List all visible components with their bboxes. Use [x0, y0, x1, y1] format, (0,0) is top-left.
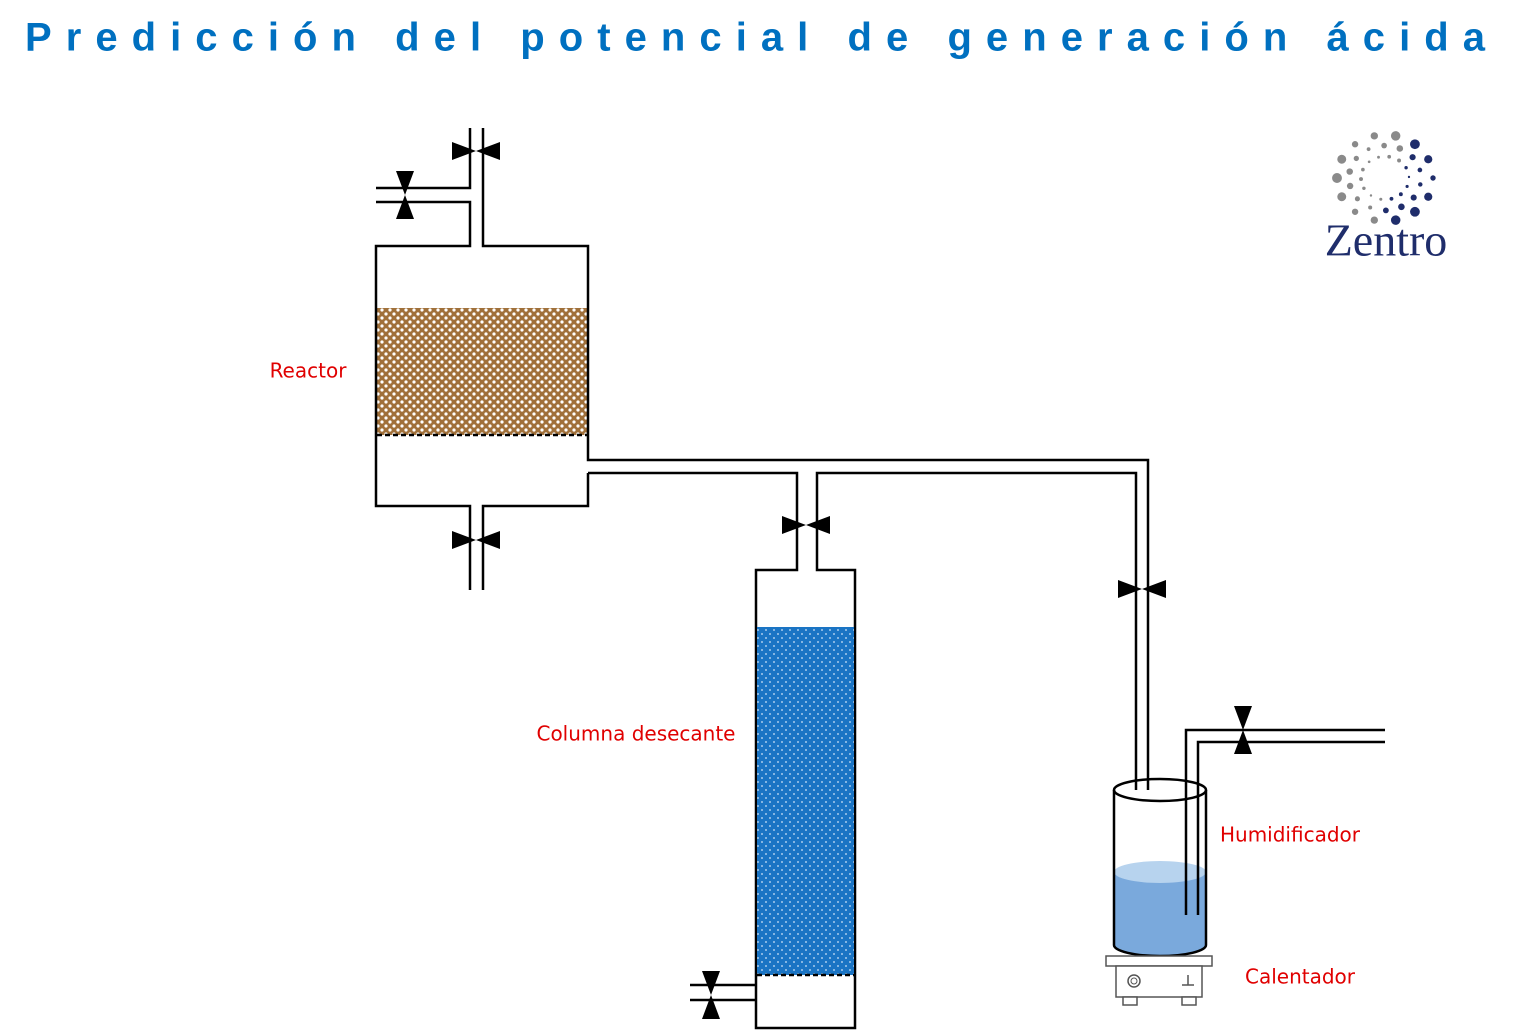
- logo-dot: [1369, 194, 1373, 197]
- logo-dot: [1418, 182, 1423, 187]
- logo-dot: [1410, 139, 1420, 150]
- reactor-piping: [374, 128, 1150, 1030]
- logo-dot: [1404, 165, 1408, 170]
- label: Reactor: [270, 359, 348, 383]
- logo-dot: [1424, 155, 1433, 164]
- valve: [396, 195, 414, 219]
- label: Calentador: [1245, 965, 1356, 989]
- heater-foot: [1181, 996, 1197, 1006]
- heater-body: [1115, 965, 1203, 998]
- logo-dot: [1332, 173, 1342, 183]
- valve: [1142, 580, 1166, 598]
- valve: [1118, 580, 1142, 598]
- logo-dot: [1361, 167, 1365, 172]
- logo-dot: [1382, 207, 1389, 214]
- logo-dot: [1351, 141, 1359, 148]
- logo-dot: [1354, 196, 1360, 202]
- logo-dot: [1351, 208, 1359, 215]
- logo-dot: [1346, 182, 1354, 190]
- logo-dot: [1398, 192, 1403, 197]
- valve: [1234, 730, 1252, 754]
- heater-knob: [1127, 974, 1141, 988]
- logo-dot: [1337, 192, 1347, 202]
- logo-dot: [1407, 175, 1411, 179]
- valve: [476, 142, 500, 160]
- valve: [396, 171, 414, 195]
- valve: [452, 142, 476, 160]
- logo-dot: [1346, 168, 1353, 175]
- valve: [1234, 706, 1252, 730]
- logo-dot: [1387, 154, 1392, 159]
- logo-dot: [1377, 155, 1380, 159]
- logo-dot: [1390, 215, 1401, 225]
- valves: [396, 142, 1252, 1019]
- heater-plate: [1105, 955, 1213, 967]
- logo-dot: [1417, 167, 1423, 173]
- valve: [476, 531, 500, 549]
- apparatus: [374, 128, 1385, 1030]
- logo-dot: [1410, 206, 1420, 217]
- water-surface: [1114, 861, 1206, 883]
- humidifier-outlet: [1184, 728, 1385, 915]
- logo-dot: [1362, 186, 1366, 191]
- heater-foot: [1122, 996, 1138, 1006]
- logo-dot: [1379, 197, 1383, 201]
- logo-dot: [1430, 175, 1436, 181]
- heater-icon: [1182, 975, 1194, 986]
- valve: [782, 516, 806, 534]
- logo-dot: [1367, 160, 1371, 164]
- heater-knob: [1130, 977, 1138, 985]
- logo-dot: [1353, 155, 1359, 162]
- title: Predicción del potencial de generación á…: [25, 16, 1486, 60]
- logo-dot: [1366, 147, 1371, 152]
- logo-dot: [1398, 203, 1405, 211]
- logo-dot: [1370, 216, 1378, 224]
- logo-dot: [1410, 194, 1417, 201]
- humidifier-top: [1112, 777, 1208, 803]
- logo-dot: [1424, 192, 1433, 201]
- valve: [452, 531, 476, 549]
- column-packing: [757, 627, 854, 975]
- column-outlet: [690, 983, 756, 1002]
- valve: [806, 516, 830, 534]
- logo-dot: [1389, 196, 1394, 201]
- logo-dot: [1368, 205, 1373, 210]
- water: [1114, 872, 1206, 956]
- logo: [1332, 131, 1436, 225]
- label: Columna desecante: [536, 722, 735, 746]
- reactor-packing: [377, 308, 587, 435]
- logo-text: Zentro: [1325, 215, 1448, 266]
- valve: [702, 995, 720, 1019]
- logo-dot: [1359, 177, 1364, 182]
- logo-dot: [1390, 131, 1401, 141]
- logo-dot: [1337, 154, 1347, 164]
- label: Humidificador: [1220, 823, 1361, 847]
- logo-dot: [1370, 132, 1378, 140]
- logo-dot: [1381, 142, 1387, 149]
- logo-dot: [1396, 145, 1404, 152]
- logo-dot: [1397, 158, 1402, 163]
- logo-dot: [1405, 184, 1409, 188]
- logo-dot: [1409, 154, 1416, 161]
- valve: [702, 971, 720, 995]
